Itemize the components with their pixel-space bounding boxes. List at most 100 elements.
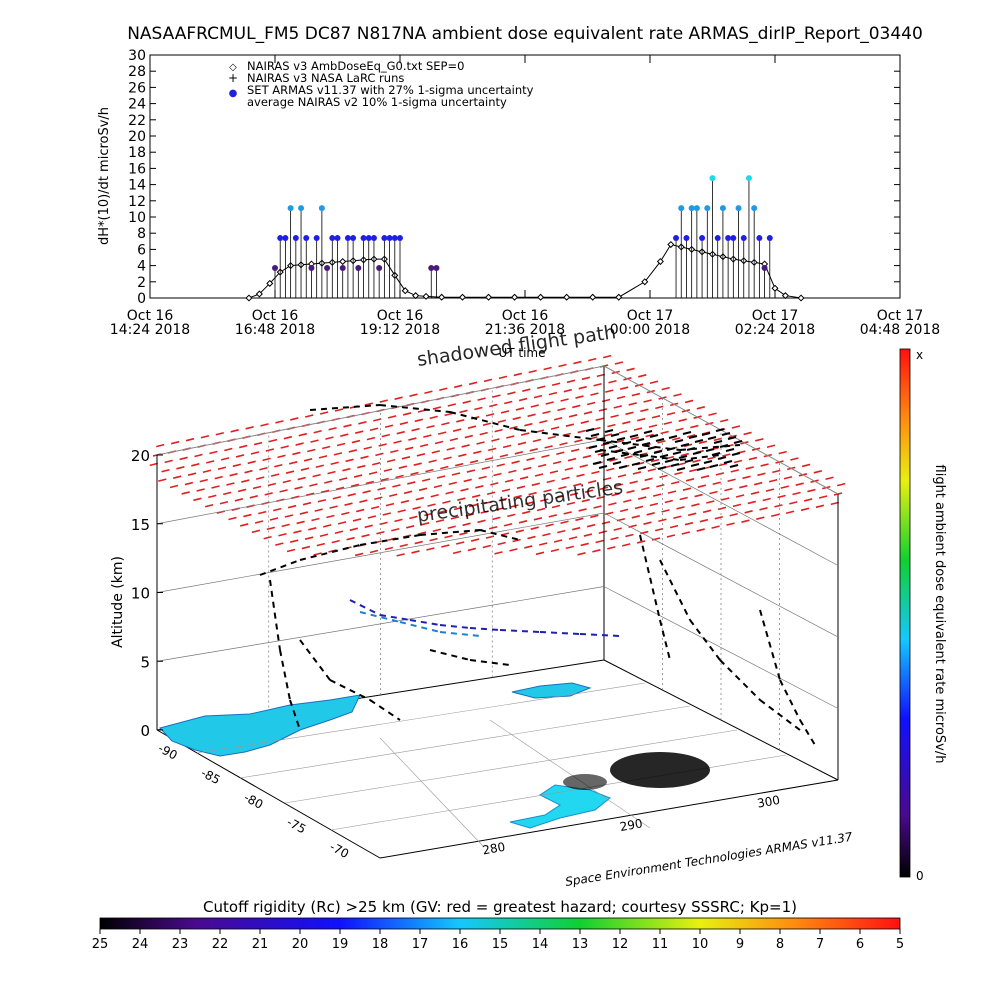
wall-gridlines (156, 388, 839, 750)
precip-marker (312, 473, 321, 478)
armas-point (318, 205, 325, 212)
precip-marker (273, 507, 282, 512)
precip-marker (530, 404, 539, 408)
altitude-axis-label: Altitude (km) (110, 556, 126, 648)
track-marker (592, 461, 602, 465)
flight-path-segment (379, 614, 411, 621)
precip-marker (575, 395, 584, 399)
nairas-point (771, 284, 779, 292)
precip-marker (650, 458, 660, 463)
track-marker (588, 445, 598, 449)
longitude-tick-label: 290 (619, 816, 644, 834)
precip-marker (370, 505, 380, 510)
precip-marker (651, 414, 661, 419)
track-marker (733, 440, 743, 444)
precip-marker (651, 537, 661, 541)
wall-gridline (156, 439, 605, 525)
track-marker (731, 452, 741, 456)
track-marker (670, 463, 680, 467)
precip-marker (501, 488, 511, 493)
track-marker (725, 448, 735, 452)
precip-marker (449, 437, 459, 442)
precip-marker (489, 403, 498, 408)
land-patch-small (511, 682, 592, 699)
precip-marker (593, 505, 602, 509)
precip-marker (287, 504, 297, 509)
precip-marker (683, 443, 693, 448)
precip-marker (396, 430, 405, 435)
track-marker (709, 464, 719, 468)
precip-marker (391, 527, 400, 532)
flight-path-segment (639, 454, 681, 461)
precip-marker (512, 538, 521, 543)
x-tick-label-time: 14:24 2018 (110, 322, 190, 338)
precip-marker (536, 507, 546, 512)
precip-marker (249, 495, 258, 499)
precip-marker (507, 391, 516, 395)
precip-marker (369, 427, 379, 432)
precip-marker (498, 497, 507, 502)
armas-point (334, 235, 341, 242)
precip-marker (343, 424, 352, 428)
precip-marker (638, 496, 647, 500)
precip-marker (214, 475, 223, 480)
precip-marker (564, 467, 573, 471)
wall-gridline (603, 586, 839, 709)
precip-marker (380, 477, 389, 482)
x-tick-label-date: Oct 16 (502, 308, 549, 324)
precip-marker (518, 520, 528, 524)
precip-marker (492, 516, 501, 521)
y-tick-label: 8 (137, 226, 146, 242)
precip-marker (518, 397, 528, 402)
precip-marker (333, 452, 343, 456)
track-marker (614, 449, 624, 453)
precip-marker (553, 539, 563, 543)
precip-marker (363, 446, 372, 450)
x-tick-label-date: Oct 16 (377, 308, 424, 324)
precip-marker (837, 482, 846, 487)
precip-marker (381, 433, 390, 438)
precip-marker (598, 408, 608, 412)
armas-point (433, 265, 440, 272)
precip-marker (187, 472, 197, 476)
precip-marker (439, 509, 448, 514)
precip-marker (193, 497, 202, 502)
precip-marker (542, 410, 551, 415)
precip-marker (327, 470, 336, 475)
precip-marker (448, 481, 457, 486)
precip-marker (367, 515, 377, 519)
precip-marker (170, 440, 180, 445)
precip-marker (297, 476, 306, 481)
floor-grid-line (239, 705, 691, 779)
wall-gridline (603, 439, 839, 566)
precip-marker (632, 471, 642, 475)
precip-marker (444, 412, 453, 417)
precip-marker (378, 443, 387, 447)
precip-marker (661, 386, 670, 391)
colorbar-bottom-tick-label: 12 (612, 937, 629, 952)
precip-marker (352, 518, 362, 522)
precip-marker (319, 411, 329, 415)
nairas-point (255, 290, 263, 298)
cutoff-rigidity-title: Cutoff rigidity (Rc) >25 km (GV: red = g… (203, 898, 797, 916)
precip-marker (673, 515, 682, 520)
precip-marker (672, 437, 681, 441)
precip-marker (364, 402, 373, 406)
colorbar-bottom-tick-label: 10 (692, 937, 709, 952)
track-marker (666, 447, 676, 451)
precip-marker (286, 548, 296, 553)
precip-marker (392, 484, 401, 488)
track-marker (707, 436, 717, 440)
armas-point (355, 265, 362, 272)
precip-marker (289, 461, 298, 465)
precip-marker (389, 493, 398, 498)
precip-marker (563, 388, 572, 393)
precip-marker (223, 491, 232, 496)
precip-marker (507, 513, 516, 518)
precip-marker (433, 484, 443, 489)
precip-marker (463, 478, 472, 483)
precip-marker (717, 506, 727, 511)
precip-marker (517, 441, 527, 446)
precip-marker (524, 422, 533, 427)
